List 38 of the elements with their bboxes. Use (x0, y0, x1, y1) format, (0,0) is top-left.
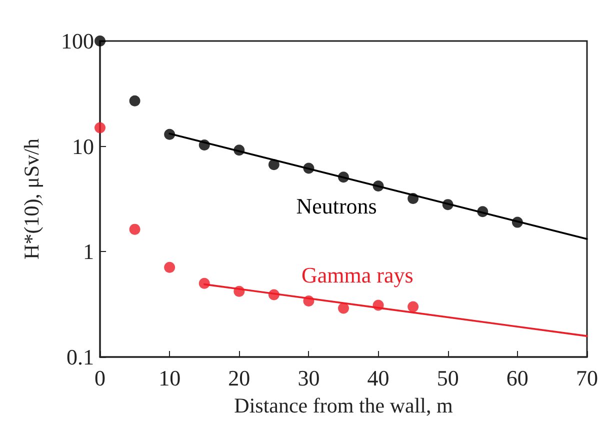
point (129, 95, 140, 106)
x-tick-label: 40 (367, 366, 390, 390)
point (512, 216, 523, 228)
point (164, 262, 176, 273)
point (303, 162, 314, 174)
x-tick-label: 60 (506, 366, 528, 390)
point (129, 224, 140, 235)
y-tick-label: 1 (83, 239, 94, 264)
point (198, 139, 210, 150)
point (408, 301, 419, 312)
series-label: Gamma rays (302, 262, 414, 288)
y-tick-label: 10 (72, 134, 94, 159)
x-tick-label: 50 (436, 366, 459, 390)
point (372, 300, 384, 311)
point (303, 296, 314, 307)
point (408, 192, 419, 204)
point (268, 159, 280, 170)
y-axis-title: H*(10), μSv/h (20, 138, 44, 260)
y-tick-label: 0.1 (66, 344, 94, 370)
point (234, 286, 245, 297)
x-axis-title: Distance from the wall, m (234, 394, 453, 418)
point (198, 278, 210, 289)
series-label: Neutrons (296, 193, 377, 218)
x-tick-label: 70 (576, 366, 598, 390)
point (442, 199, 454, 210)
x-tick-label: 30 (298, 366, 320, 390)
y-tick-label: 100 (61, 28, 94, 54)
point (234, 144, 245, 156)
point (338, 172, 349, 183)
x-tick-label: 0 (94, 366, 106, 390)
x-tick-label: 10 (158, 366, 181, 390)
point (164, 128, 176, 140)
point (94, 122, 106, 134)
point (268, 289, 280, 300)
x-tick-label: 20 (228, 366, 250, 390)
point (338, 302, 349, 314)
point (372, 180, 384, 192)
point (477, 206, 488, 218)
